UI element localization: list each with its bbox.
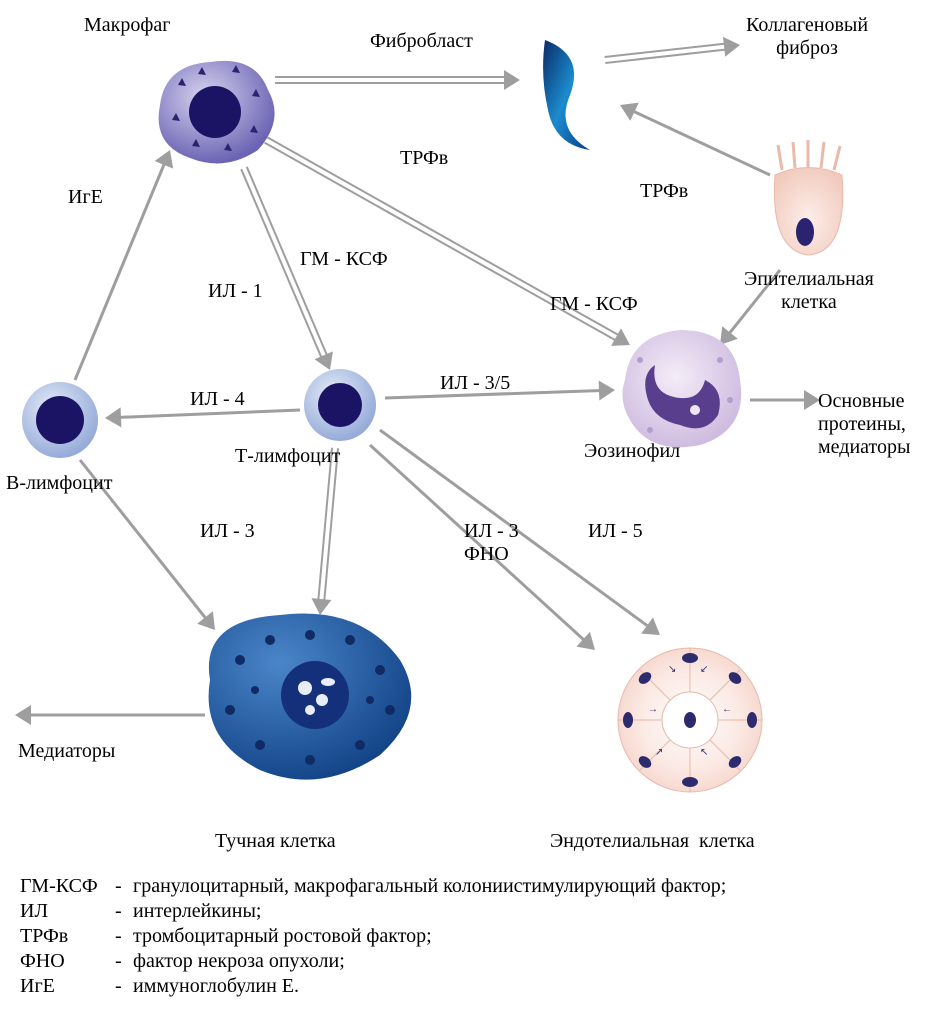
svg-text:←: ←	[722, 704, 732, 715]
label-proteins: Основные протеины, медиаторы	[818, 390, 910, 459]
fibroblast-cell	[543, 40, 590, 150]
label-epithelial: Эпителиальная клетка	[744, 268, 874, 314]
legend-def: гранулоцитарный, макрофагальный колониис…	[133, 875, 726, 898]
svg-text:↙: ↙	[700, 664, 708, 675]
legend-dash: -	[115, 950, 133, 973]
mast-cell	[209, 613, 412, 779]
svg-text:↖: ↖	[700, 747, 708, 758]
label-eosinophil: Эозинофил	[584, 440, 680, 463]
legend-abbr: ГМ-КСФ	[20, 875, 115, 898]
macrophage-cell	[159, 61, 275, 164]
legend-abbr: ТРФв	[20, 925, 115, 948]
eosinophil-cell	[622, 330, 741, 447]
label-collagen: Коллагеновый фиброз	[746, 14, 868, 60]
legend-row: ГМ-КСФ- гранулоцитарный, макрофагальный …	[20, 875, 726, 898]
label-mast: Тучная клетка	[215, 830, 336, 853]
legend-row: ТРФв- тромбоцитарный ростовой фактор;	[20, 925, 726, 948]
legend-dash: -	[115, 925, 133, 948]
edge-il5: ИЛ - 5	[588, 520, 643, 543]
legend-def: фактор некроза опухоли;	[133, 950, 345, 973]
legend-row: ИгЕ- иммуноглобулин Е.	[20, 975, 726, 998]
edge-il4: ИЛ - 4	[190, 388, 245, 411]
legend-abbr: ИЛ	[20, 900, 115, 923]
legend-def: иммуноглобулин Е.	[133, 975, 299, 998]
label-macrophage: Макрофаг	[84, 14, 170, 37]
diagram-svg: ↙ ← ↖ ↗ → ↘	[0, 0, 929, 1009]
edge-il1: ИЛ - 1	[208, 280, 263, 303]
svg-text:↘: ↘	[668, 664, 676, 675]
label-t-lymph: Т-лимфоцит	[235, 445, 340, 468]
edge-ige: ИгЕ	[68, 186, 103, 209]
t-lymphocyte-cell	[304, 369, 376, 441]
legend-dash: -	[115, 875, 133, 898]
edge-gmksf1: ГМ - КСФ	[300, 248, 388, 271]
label-fibroblast: Фибробласт	[370, 30, 473, 53]
edge-trfv1: ТРФв	[400, 147, 448, 170]
b-lymphocyte-cell	[22, 382, 98, 458]
label-mediators: Медиаторы	[18, 740, 115, 763]
svg-text:→: →	[648, 704, 658, 715]
endothelial-cell: ↙ ← ↖ ↗ → ↘	[618, 648, 762, 792]
legend-dash: -	[115, 975, 133, 998]
legend: ГМ-КСФ- гранулоцитарный, макрофагальный …	[20, 875, 726, 1000]
edge-trfv2: ТРФв	[640, 180, 688, 203]
legend-abbr: ФНО	[20, 950, 115, 973]
edge-il35: ИЛ - 3/5	[440, 372, 510, 395]
edge-gmksf2: ГМ - КСФ	[550, 293, 638, 316]
label-b-lymph: В-лимфоцит	[6, 472, 112, 495]
label-endothelial: Эндотелиальная клетка	[550, 830, 755, 853]
diagram-stage: ↙ ← ↖ ↗ → ↘ Макрофаг Фибробласт Коллагеновы…	[0, 0, 929, 1009]
legend-def: тромбоцитарный ростовой фактор;	[133, 925, 432, 948]
edge-il3a: ИЛ - 3	[200, 520, 255, 543]
legend-row: ИЛ- интерлейкины;	[20, 900, 726, 923]
edge-il3b: ИЛ - 3 ФНО	[464, 520, 519, 566]
legend-abbr: ИгЕ	[20, 975, 115, 998]
legend-dash: -	[115, 900, 133, 923]
legend-row: ФНО- фактор некроза опухоли;	[20, 950, 726, 973]
svg-text:↗: ↗	[655, 747, 663, 758]
epithelial-cell	[774, 140, 842, 255]
legend-def: интерлейкины;	[133, 900, 261, 923]
